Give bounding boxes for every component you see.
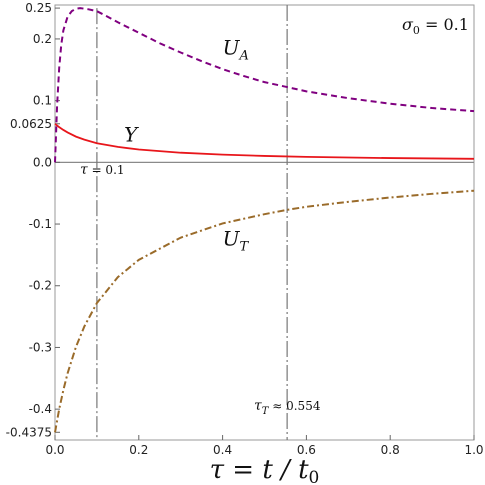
y-tick-label: -0.4 (29, 402, 52, 416)
series-label-2: UT (223, 227, 250, 255)
y-tick-label: -0.2 (29, 279, 52, 293)
y-tick-label: -0.1 (29, 217, 52, 231)
x-tick-label: 1.0 (464, 443, 483, 457)
y-tick-label: 0.25 (25, 1, 52, 15)
x-tick-label: 0.6 (297, 443, 316, 457)
y-tick-label: 0.1 (33, 94, 52, 108)
series-line-1 (54, 123, 475, 160)
plot-frame: 0.0 0.2 0.4 0.6 0.8 1.0 0.25 0.2 0.1 0.0625 0.0 -0.… (6, 1, 484, 457)
reference-line-label-0: τ = 0.1 (80, 162, 125, 178)
y-tick-label: 0.0 (33, 155, 52, 169)
x-axis-label: τ = t / t0 (210, 455, 320, 485)
plot-border (54, 4, 475, 441)
x-tick-label: 0.2 (129, 443, 148, 457)
x-tick-label: 0.4 (213, 443, 232, 457)
x-tick-label: 0.0 (45, 443, 64, 457)
sigma-annotation: σ0 = 0.1 (402, 15, 469, 37)
y-tick-label: 0.2 (33, 32, 52, 46)
labels-group: τ = t / t0 σ0 = 0.1 τ = 0.1 τT ≈ 0.554 UA Y UT (80, 15, 469, 485)
y-tick-label: -0.3 (29, 340, 52, 354)
x-tick-label: 0.8 (381, 443, 400, 457)
reference-line-label-1: τT ≈ 0.554 (254, 398, 321, 417)
series-label-1: Y (124, 122, 139, 146)
y-tick-label: 0.0625 (10, 117, 52, 131)
series-group (54, 7, 475, 433)
series-line-2 (54, 189, 475, 433)
y-tick-label: -0.4375 (6, 425, 52, 439)
reference-lines (96, 5, 288, 440)
series-label-0: UA (223, 35, 249, 63)
series-line-0 (54, 7, 475, 163)
